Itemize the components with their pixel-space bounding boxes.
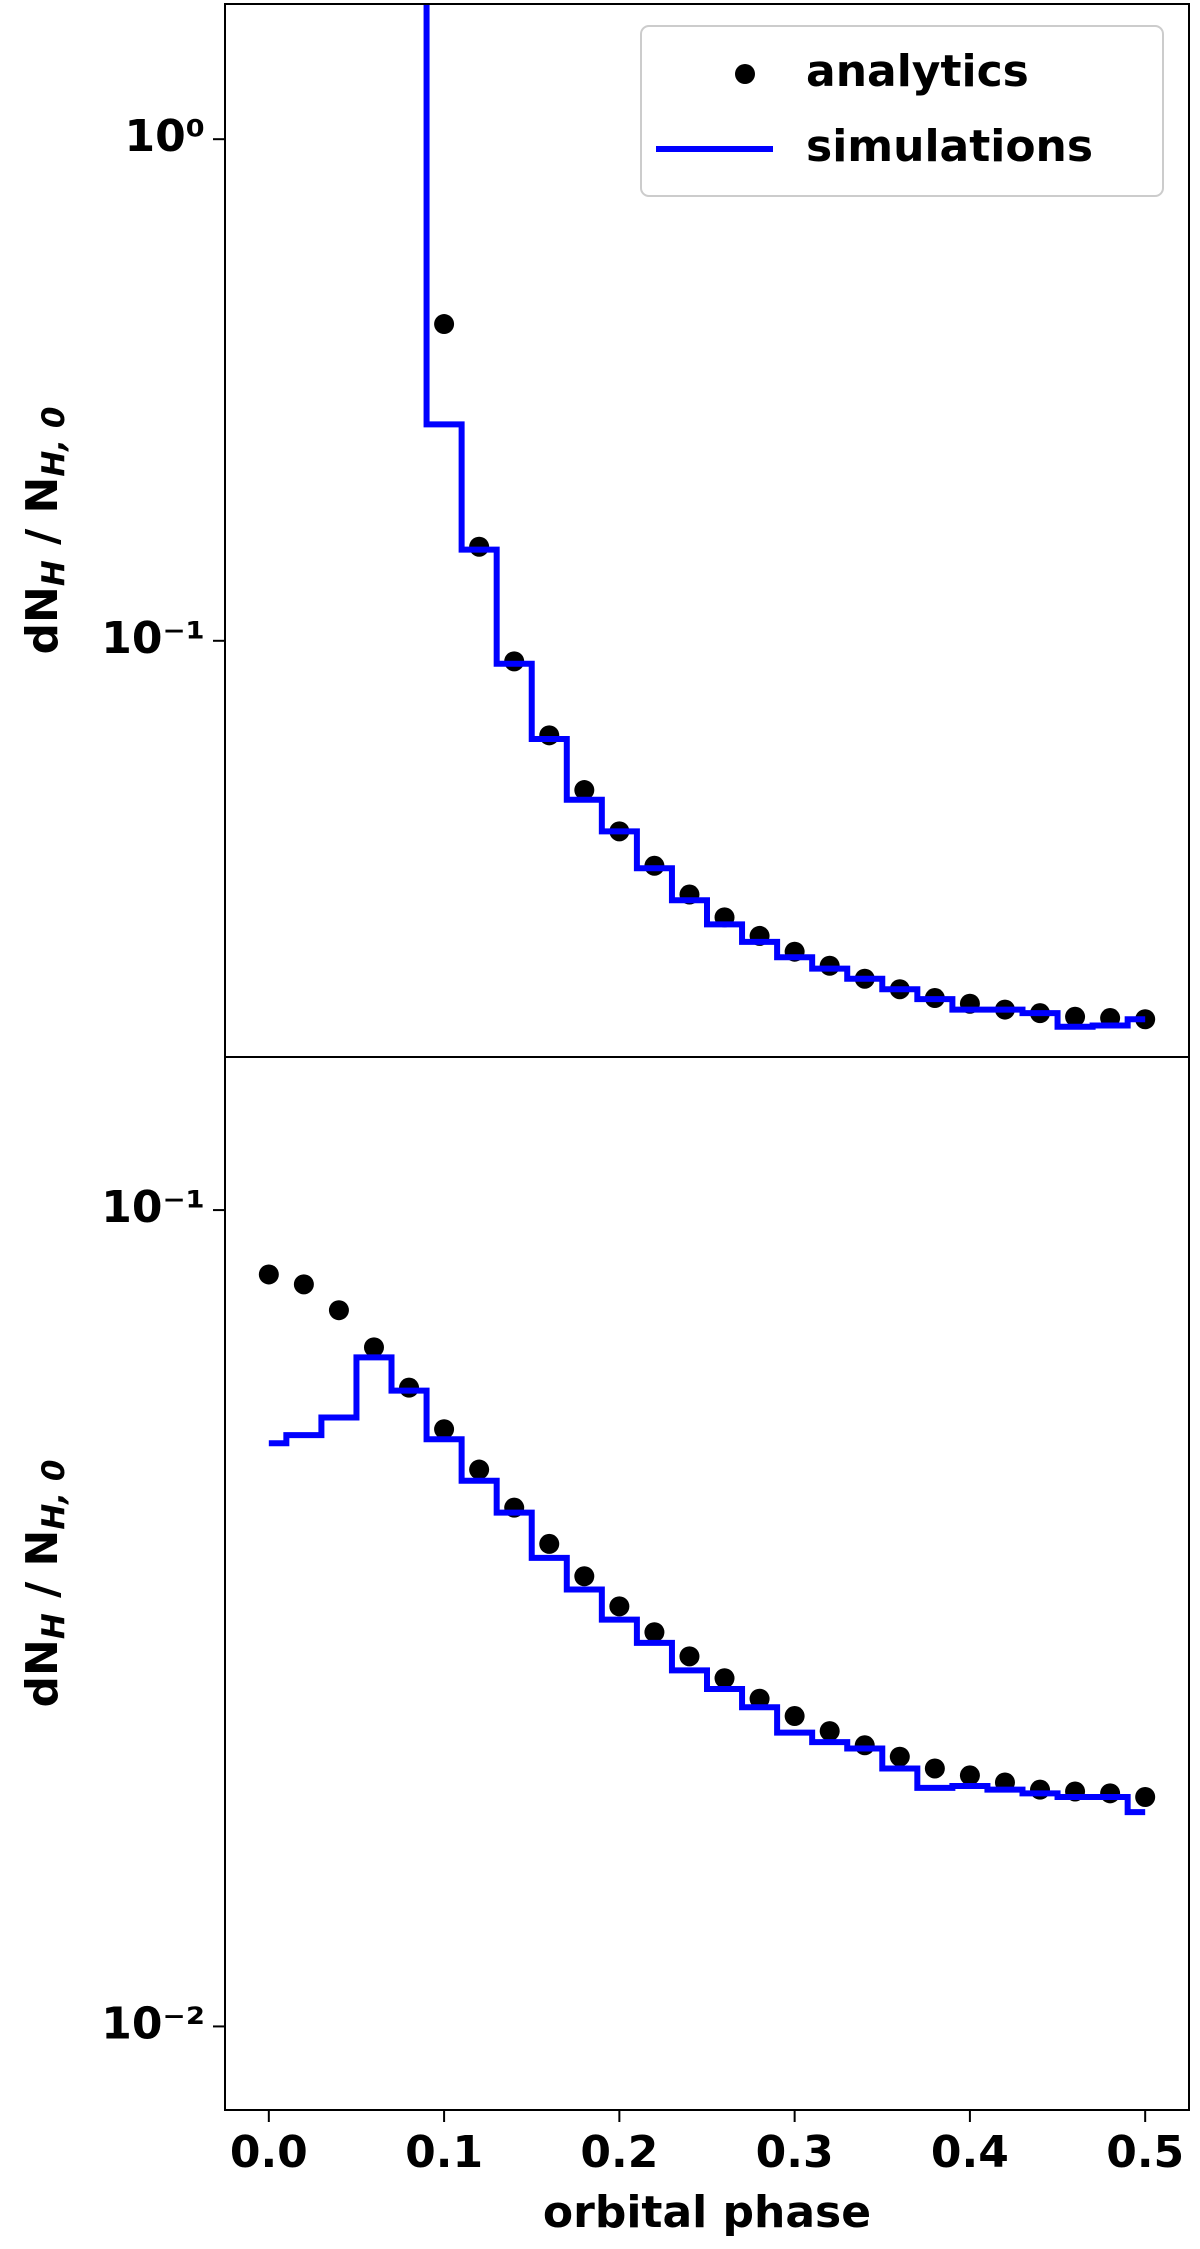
y-axis-label-part: / N bbox=[17, 1530, 68, 1614]
x-tick-label: 0.0 bbox=[230, 2127, 308, 2178]
axes-frame bbox=[224, 1056, 1190, 2111]
x-tick-label: 0.3 bbox=[756, 2127, 834, 2178]
data-point bbox=[539, 1533, 560, 1554]
data-point bbox=[328, 1300, 349, 1321]
x-tick-label: 0.2 bbox=[580, 2127, 658, 2178]
y-axis-label-part: dN bbox=[17, 586, 68, 654]
y-axis-label-part: H bbox=[36, 560, 72, 586]
step-line bbox=[423, 4, 1146, 1030]
y-tick-label: 10⁻¹ bbox=[101, 613, 205, 664]
data-point bbox=[784, 1706, 805, 1727]
data-point bbox=[679, 1646, 700, 1667]
data-point bbox=[889, 1746, 910, 1767]
data-point bbox=[1100, 1783, 1121, 1804]
data-point bbox=[434, 314, 455, 335]
data-point bbox=[819, 1721, 840, 1742]
y-axis-label-part: H, 0 bbox=[36, 1460, 72, 1530]
data-point bbox=[1135, 1787, 1156, 1808]
y-tick-label: 10⁰ bbox=[124, 111, 205, 162]
data-point bbox=[539, 725, 560, 746]
data-point bbox=[574, 1566, 595, 1587]
data-point bbox=[434, 1419, 455, 1440]
y-axis-label-part: / N bbox=[17, 477, 68, 561]
data-point bbox=[1030, 1779, 1051, 1800]
data-point bbox=[293, 1274, 314, 1295]
y-tick-label: 10⁻¹ bbox=[101, 1182, 205, 1233]
data-point bbox=[749, 1688, 770, 1709]
x-axis-label: orbital phase bbox=[543, 2187, 871, 2238]
legend-marker bbox=[735, 64, 755, 84]
y-axis-label: dNH / NH, 0 bbox=[17, 1460, 72, 1708]
data-point bbox=[959, 1765, 980, 1786]
step-line bbox=[268, 1354, 1146, 1816]
data-point bbox=[714, 1668, 735, 1689]
y-axis-label: dNH / NH, 0 bbox=[17, 407, 72, 655]
data-point bbox=[574, 780, 595, 801]
data-point bbox=[924, 1758, 945, 1779]
data-point bbox=[469, 1459, 490, 1480]
y-axis-label-part: H, 0 bbox=[36, 407, 72, 477]
data-point bbox=[854, 1735, 875, 1756]
data-point bbox=[363, 1337, 384, 1358]
x-tick-label: 0.4 bbox=[931, 2127, 1009, 2178]
plot-area bbox=[423, 4, 1156, 1030]
y-tick-label: 10⁻² bbox=[101, 1998, 205, 2049]
x-tick-label: 0.5 bbox=[1106, 2127, 1184, 2178]
y-axis-label-part: H bbox=[36, 1613, 72, 1639]
legend-label: simulations bbox=[806, 121, 1093, 172]
data-point bbox=[644, 1622, 665, 1643]
data-point bbox=[1065, 1006, 1086, 1027]
plot-area bbox=[258, 1264, 1156, 1816]
legend-box bbox=[640, 25, 1164, 197]
y-axis-label-part: dN bbox=[17, 1639, 68, 1707]
x-tick-label: 0.1 bbox=[405, 2127, 483, 2178]
data-point bbox=[258, 1264, 279, 1285]
legend-label: analytics bbox=[806, 46, 1029, 97]
data-point bbox=[609, 1596, 630, 1617]
